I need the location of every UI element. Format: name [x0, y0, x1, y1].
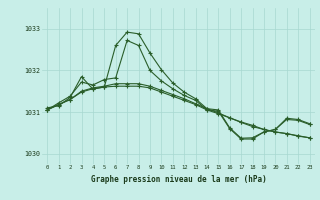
X-axis label: Graphe pression niveau de la mer (hPa): Graphe pression niveau de la mer (hPa) [91, 175, 266, 184]
